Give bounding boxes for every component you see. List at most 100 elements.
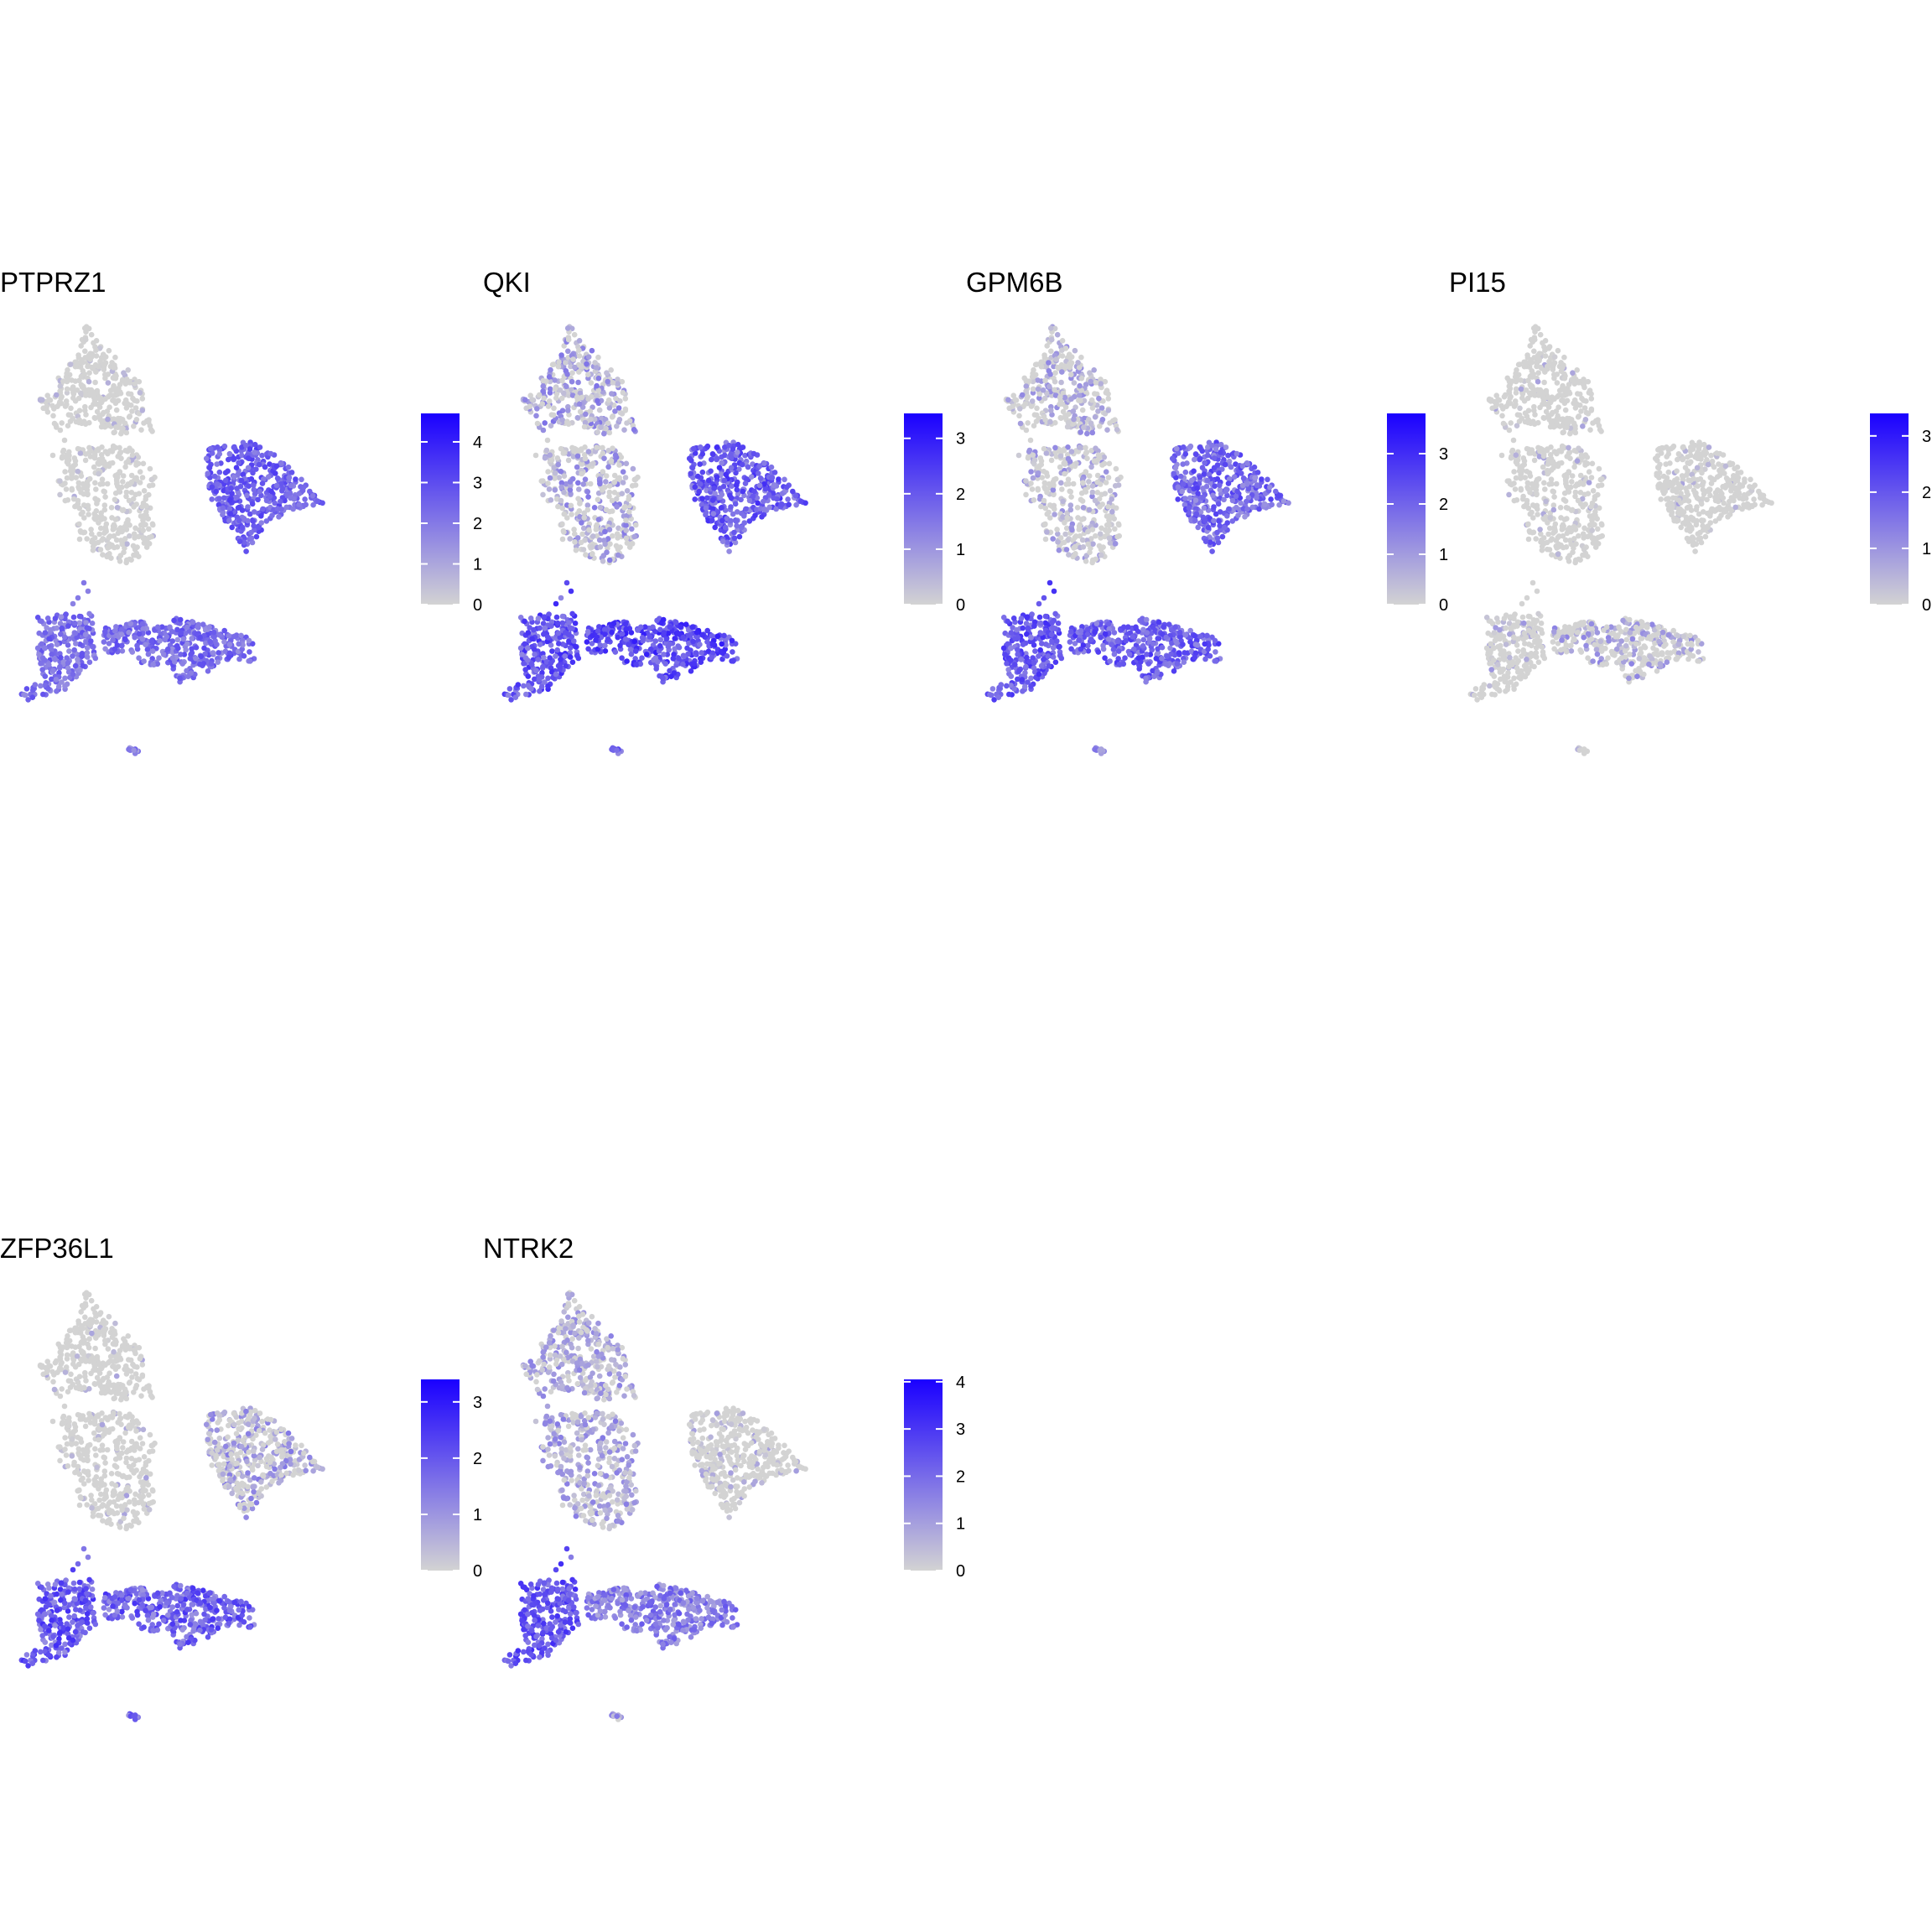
cell-point — [267, 450, 274, 457]
cell-point — [99, 476, 106, 482]
cell-point — [86, 370, 92, 376]
cell-point — [1092, 391, 1098, 397]
cell-point — [96, 531, 102, 538]
cell-point — [147, 465, 153, 472]
cell-point — [1047, 418, 1053, 425]
cell-point — [132, 552, 138, 558]
cell-point — [226, 641, 233, 647]
cell-point — [1068, 371, 1074, 377]
cell-point — [190, 619, 196, 626]
cell-point — [1068, 449, 1075, 454]
cell-point — [262, 464, 268, 470]
cell-point — [572, 364, 578, 371]
cell-point — [1037, 620, 1044, 626]
cell-point — [589, 347, 595, 354]
cell-point — [256, 461, 262, 468]
cell-point — [759, 514, 765, 520]
cell-point — [65, 457, 72, 463]
cell-point — [1029, 398, 1036, 404]
cell-point — [177, 616, 184, 623]
cell-point — [512, 694, 519, 700]
cell-point — [221, 639, 227, 645]
cell-point — [81, 418, 87, 425]
cell-point — [593, 637, 599, 643]
cell-point — [101, 639, 107, 645]
cell-point — [99, 455, 106, 462]
cell-point — [85, 588, 91, 595]
cell-point — [724, 653, 730, 659]
cell-point — [1053, 356, 1059, 362]
cell-point — [606, 483, 613, 489]
cell-point — [299, 476, 304, 483]
cell-point — [667, 641, 673, 647]
cell-point — [91, 414, 98, 421]
colorbar-tick-label: 3 — [473, 474, 482, 492]
cell-point — [82, 457, 89, 464]
cell-point — [274, 475, 281, 481]
cell-point — [630, 465, 636, 472]
cell-point — [1019, 677, 1026, 683]
cell-point — [569, 610, 575, 617]
cell-point — [62, 469, 68, 475]
cell-point — [576, 347, 582, 353]
cell-point — [622, 636, 629, 642]
cell-point — [1192, 451, 1199, 458]
cell-point — [59, 420, 65, 426]
cell-point — [1109, 509, 1115, 515]
cell-point — [123, 405, 130, 411]
cell-point — [639, 655, 645, 661]
cell-point — [572, 539, 578, 545]
cell-point — [1182, 496, 1188, 501]
colorbar-tick-label: 2 — [473, 515, 482, 533]
cell-point — [269, 512, 275, 518]
cell-point — [146, 526, 152, 532]
cell-point — [578, 363, 584, 370]
cell-point — [75, 657, 80, 662]
cell-point — [1046, 579, 1053, 586]
cell-point — [735, 449, 740, 455]
cell-point — [1048, 457, 1055, 464]
cell-point — [615, 381, 621, 387]
cell-point — [1048, 336, 1055, 343]
cell-point — [70, 600, 76, 607]
cell-point — [84, 479, 91, 485]
cell-point — [45, 686, 51, 692]
cell-point — [91, 394, 97, 400]
cell-point — [139, 504, 145, 510]
cell-point — [640, 638, 646, 644]
cell-point — [585, 354, 592, 360]
cell-point — [141, 540, 148, 546]
cell-point — [524, 645, 531, 652]
cell-point — [569, 659, 576, 665]
cell-point — [598, 424, 604, 430]
cell-point — [236, 517, 242, 524]
cell-point — [1098, 552, 1104, 558]
cell-point — [88, 638, 94, 644]
cell-point — [609, 497, 615, 504]
cell-point — [1027, 437, 1034, 444]
cell-point — [75, 352, 81, 358]
cell-point — [113, 537, 120, 543]
cell-point — [730, 446, 736, 452]
cell-point — [562, 653, 569, 659]
cell-point — [88, 331, 95, 338]
cell-point — [122, 397, 129, 403]
cell-point — [1116, 522, 1122, 528]
cell-point — [114, 544, 121, 550]
cell-point — [174, 642, 180, 649]
cell-point — [288, 495, 293, 501]
cell-point — [699, 632, 706, 638]
cell-point — [1012, 636, 1018, 642]
cell-point — [533, 667, 539, 673]
cell-point — [1041, 445, 1047, 452]
cell-point — [1012, 662, 1018, 667]
cell-point — [1017, 420, 1024, 427]
cell-point — [231, 444, 237, 450]
cell-point — [208, 661, 215, 667]
cell-point — [1046, 383, 1052, 390]
cell-point — [102, 449, 109, 454]
cell-point — [771, 482, 777, 489]
cell-point — [97, 547, 104, 553]
cell-point — [540, 383, 547, 389]
